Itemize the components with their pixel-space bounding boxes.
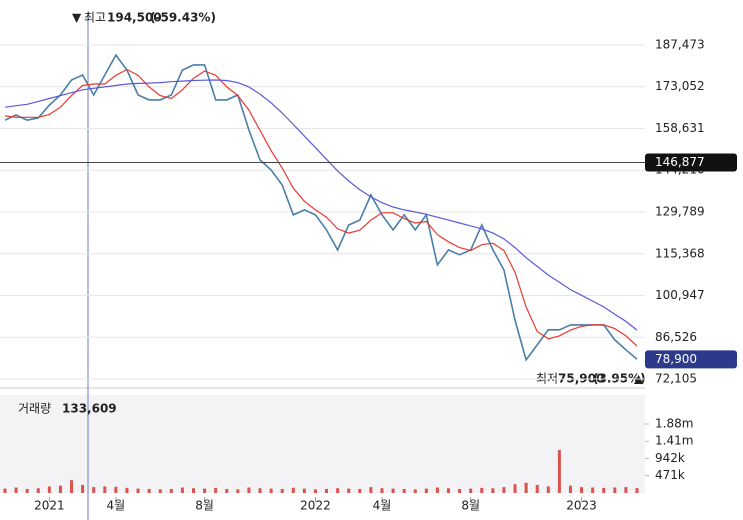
- volume-bar: [136, 488, 140, 493]
- x-tick-label: 8월: [195, 499, 214, 513]
- volume-bar: [480, 487, 484, 493]
- volume-bar: [125, 487, 129, 493]
- volume-bar: [546, 486, 550, 493]
- volume-bar: [557, 450, 561, 493]
- volume-bar: [70, 480, 74, 493]
- y-tick-label: 72,105: [655, 372, 697, 386]
- volume-bar: [402, 488, 406, 493]
- volume-bar: [36, 488, 40, 493]
- y-tick-label: 187,473: [655, 37, 705, 51]
- volume-bar: [524, 482, 528, 493]
- low-change: (3.95%): [593, 372, 646, 386]
- volume-bar: [92, 487, 96, 493]
- volume-bar: [258, 488, 262, 493]
- volume-bar: [191, 488, 195, 493]
- high-arrow: ▼: [72, 11, 82, 25]
- last-price-label: 78,900: [655, 352, 697, 366]
- volume-bar: [214, 487, 218, 493]
- series-line: [4, 53, 638, 362]
- volume-bar: [502, 487, 506, 493]
- volume-bar: [635, 488, 639, 493]
- y-tick-label: 100,947: [655, 288, 705, 302]
- series-line: [4, 68, 638, 347]
- volume-bar: [147, 488, 151, 493]
- crosshair-price-label: 146,877: [655, 155, 705, 169]
- x-tick-label: 4월: [107, 499, 126, 513]
- volume-bar: [624, 487, 628, 493]
- volume-bar: [447, 488, 451, 493]
- x-tick-label: 2021: [34, 499, 65, 513]
- volume-bar: [47, 486, 51, 493]
- volume-tick-label: 1.41m: [655, 434, 693, 448]
- volume-bar: [391, 488, 395, 493]
- volume-bar: [58, 485, 62, 493]
- volume-bar: [602, 487, 606, 493]
- volume-title: 거래량: [18, 402, 51, 416]
- volume-bar: [103, 486, 107, 493]
- volume-current: 133,609: [62, 402, 117, 416]
- low-arrow: ▲: [634, 372, 644, 386]
- volume-bar: [469, 488, 473, 493]
- x-tick-label: 2023: [566, 499, 597, 513]
- last-price-box: [645, 350, 737, 369]
- volume-bar: [413, 489, 417, 493]
- volume-bar: [513, 484, 517, 493]
- volume-bar: [203, 488, 207, 493]
- volume-bar: [613, 487, 617, 493]
- series-line: [4, 79, 638, 331]
- volume-bar: [369, 487, 373, 493]
- volume-bar: [14, 487, 18, 493]
- y-tick-label: 173,052: [655, 79, 705, 93]
- volume-tick-label: 471k: [655, 468, 685, 482]
- volume-bar: [435, 487, 439, 493]
- volume-bar: [280, 488, 284, 493]
- volume-bar: [325, 488, 329, 493]
- volume-bar: [169, 488, 173, 493]
- volume-bar: [424, 488, 428, 493]
- x-tick-label: 2022: [300, 499, 331, 513]
- low-value: 75,900: [558, 372, 604, 386]
- low-label: 최저: [536, 372, 558, 386]
- crosshair-price-box: [645, 153, 737, 172]
- volume-bar: [180, 487, 184, 493]
- y-tick-label: 115,368: [655, 246, 705, 260]
- y-tick-label: 158,631: [655, 121, 705, 135]
- volume-tick-label: 942k: [655, 451, 685, 465]
- volume-bar: [25, 488, 29, 493]
- x-tick-label: 8월: [461, 499, 480, 513]
- volume-bar: [158, 489, 162, 493]
- volume-bar: [225, 488, 229, 493]
- x-tick-label: 4월: [373, 499, 392, 513]
- volume-bar: [591, 487, 595, 493]
- volume-bar: [269, 488, 273, 493]
- volume-bar: [347, 488, 351, 493]
- volume-bar: [114, 486, 118, 493]
- volume-panel: [0, 395, 645, 493]
- volume-bar: [380, 488, 384, 493]
- volume-bar: [236, 489, 240, 493]
- volume-bar: [336, 488, 340, 493]
- volume-bar: [535, 484, 539, 493]
- volume-bar: [313, 489, 317, 493]
- volume-bar: [580, 487, 584, 493]
- volume-bar: [458, 488, 462, 493]
- volume-bar: [3, 488, 7, 493]
- y-tick-label: 129,789: [655, 205, 705, 219]
- high-change: (-59.43%): [150, 11, 216, 25]
- high-label: 최고: [84, 11, 106, 25]
- volume-bar: [291, 487, 295, 493]
- volume-bar: [358, 488, 362, 493]
- volume-bar: [81, 484, 85, 493]
- volume-bar: [491, 488, 495, 493]
- y-tick-label: 86,526: [655, 330, 697, 344]
- volume-bar: [568, 485, 572, 493]
- volume-bar: [302, 488, 306, 493]
- high-value: 194,500: [107, 11, 162, 25]
- volume-tick-label: 1.88m: [655, 416, 693, 430]
- volume-bar: [247, 487, 251, 493]
